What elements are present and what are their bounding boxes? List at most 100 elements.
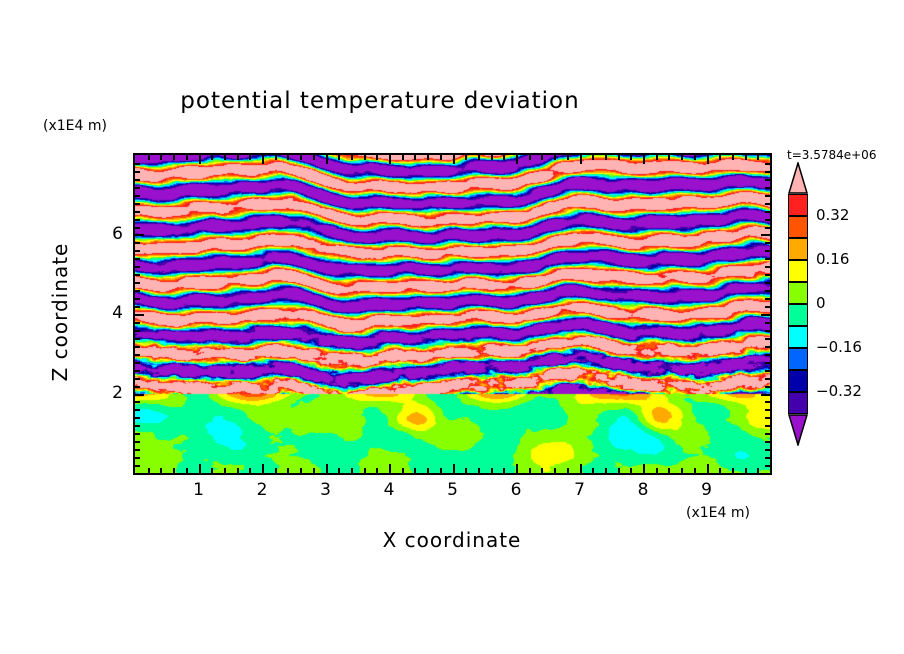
x-tick-label: 5 [447, 480, 458, 500]
tick-mark [135, 298, 140, 300]
tick-mark [605, 155, 607, 160]
tick-mark [580, 155, 582, 164]
tick-mark [135, 290, 140, 292]
tick-mark [765, 386, 770, 388]
tick-mark [135, 314, 144, 316]
tick-mark [135, 433, 140, 435]
tick-mark [186, 155, 188, 160]
tick-mark [135, 449, 140, 451]
colorbar-band [788, 326, 808, 348]
tick-mark [765, 219, 770, 221]
y-tick-label: 6 [112, 223, 123, 244]
tick-mark [765, 242, 770, 244]
tick-mark [765, 425, 770, 427]
x-axis-title: X coordinate [382, 528, 522, 552]
tick-mark [249, 155, 251, 160]
colorbar-band [788, 304, 808, 326]
tick-mark [765, 457, 770, 459]
tick-mark [173, 155, 175, 160]
tick-mark [707, 155, 709, 164]
tick-mark [765, 195, 770, 197]
y-axis-title: Z coordinate [48, 242, 72, 382]
tick-mark [135, 338, 140, 340]
tick-mark [453, 464, 455, 473]
tick-mark [765, 282, 770, 284]
tick-mark [765, 330, 770, 332]
tick-mark [135, 457, 140, 459]
tick-mark [427, 155, 429, 160]
tick-mark [765, 171, 770, 173]
tick-mark [529, 155, 531, 160]
colorbar-over-cap [787, 160, 809, 194]
tick-mark [199, 464, 201, 473]
tick-mark [732, 155, 734, 160]
tick-mark [707, 464, 709, 473]
tick-mark [719, 468, 721, 473]
tick-mark [516, 155, 518, 164]
colorbar-band [788, 194, 808, 216]
colorbar-band [788, 392, 808, 414]
tick-mark [199, 155, 201, 164]
tick-mark [765, 417, 770, 419]
tick-mark [765, 465, 770, 467]
tick-mark [237, 155, 239, 160]
x-tick-label: 3 [320, 480, 331, 500]
tick-mark [761, 394, 770, 396]
tick-mark [135, 219, 140, 221]
tick-mark [757, 155, 759, 160]
tick-mark [681, 468, 683, 473]
tick-mark [249, 468, 251, 473]
tick-mark [135, 258, 140, 260]
colorbar-tick-label: 0.16 [816, 250, 850, 268]
tick-mark [541, 155, 543, 160]
tick-mark [135, 425, 140, 427]
tick-mark [287, 468, 289, 473]
tick-mark [376, 155, 378, 160]
tick-mark [135, 242, 140, 244]
x-axis-unit-label: (x1E4 m) [686, 505, 750, 521]
colorbar-tick-label: 0.32 [816, 206, 850, 224]
tick-mark [300, 155, 302, 160]
tick-mark [765, 338, 770, 340]
tick-mark [135, 370, 140, 372]
tick-mark [135, 163, 140, 165]
tick-mark [668, 155, 670, 160]
tick-mark [148, 155, 150, 160]
tick-mark [135, 330, 140, 332]
tick-mark [765, 441, 770, 443]
tick-mark [765, 203, 770, 205]
tick-mark [765, 227, 770, 229]
x-tick-label: 7 [574, 480, 585, 500]
colorbar-band [788, 260, 808, 282]
tick-mark [262, 155, 264, 164]
tick-mark [326, 155, 328, 164]
tick-mark [605, 468, 607, 473]
tick-mark [765, 322, 770, 324]
tick-mark [300, 468, 302, 473]
tick-mark [237, 468, 239, 473]
colorbar-tick-label: −0.16 [816, 338, 862, 356]
tick-mark [765, 274, 770, 276]
colorbar-band [788, 348, 808, 370]
tick-mark [135, 195, 140, 197]
tick-mark [765, 362, 770, 364]
tick-mark [765, 266, 770, 268]
tick-mark [389, 464, 391, 473]
y-tick-label: 2 [112, 382, 123, 403]
tick-mark [376, 468, 378, 473]
tick-mark [516, 464, 518, 473]
tick-mark [275, 468, 277, 473]
tick-mark [765, 370, 770, 372]
tick-mark [567, 468, 569, 473]
tick-mark [765, 409, 770, 411]
contour-field-canvas [135, 155, 770, 473]
tick-mark [135, 266, 140, 268]
tick-mark [313, 468, 315, 473]
page-title: potential temperature deviation [180, 88, 580, 114]
colorbar-band [788, 370, 808, 392]
tick-mark [414, 155, 416, 160]
tick-mark [765, 250, 770, 252]
tick-mark [440, 468, 442, 473]
tick-mark [262, 464, 264, 473]
x-tick-label: 1 [193, 480, 204, 500]
